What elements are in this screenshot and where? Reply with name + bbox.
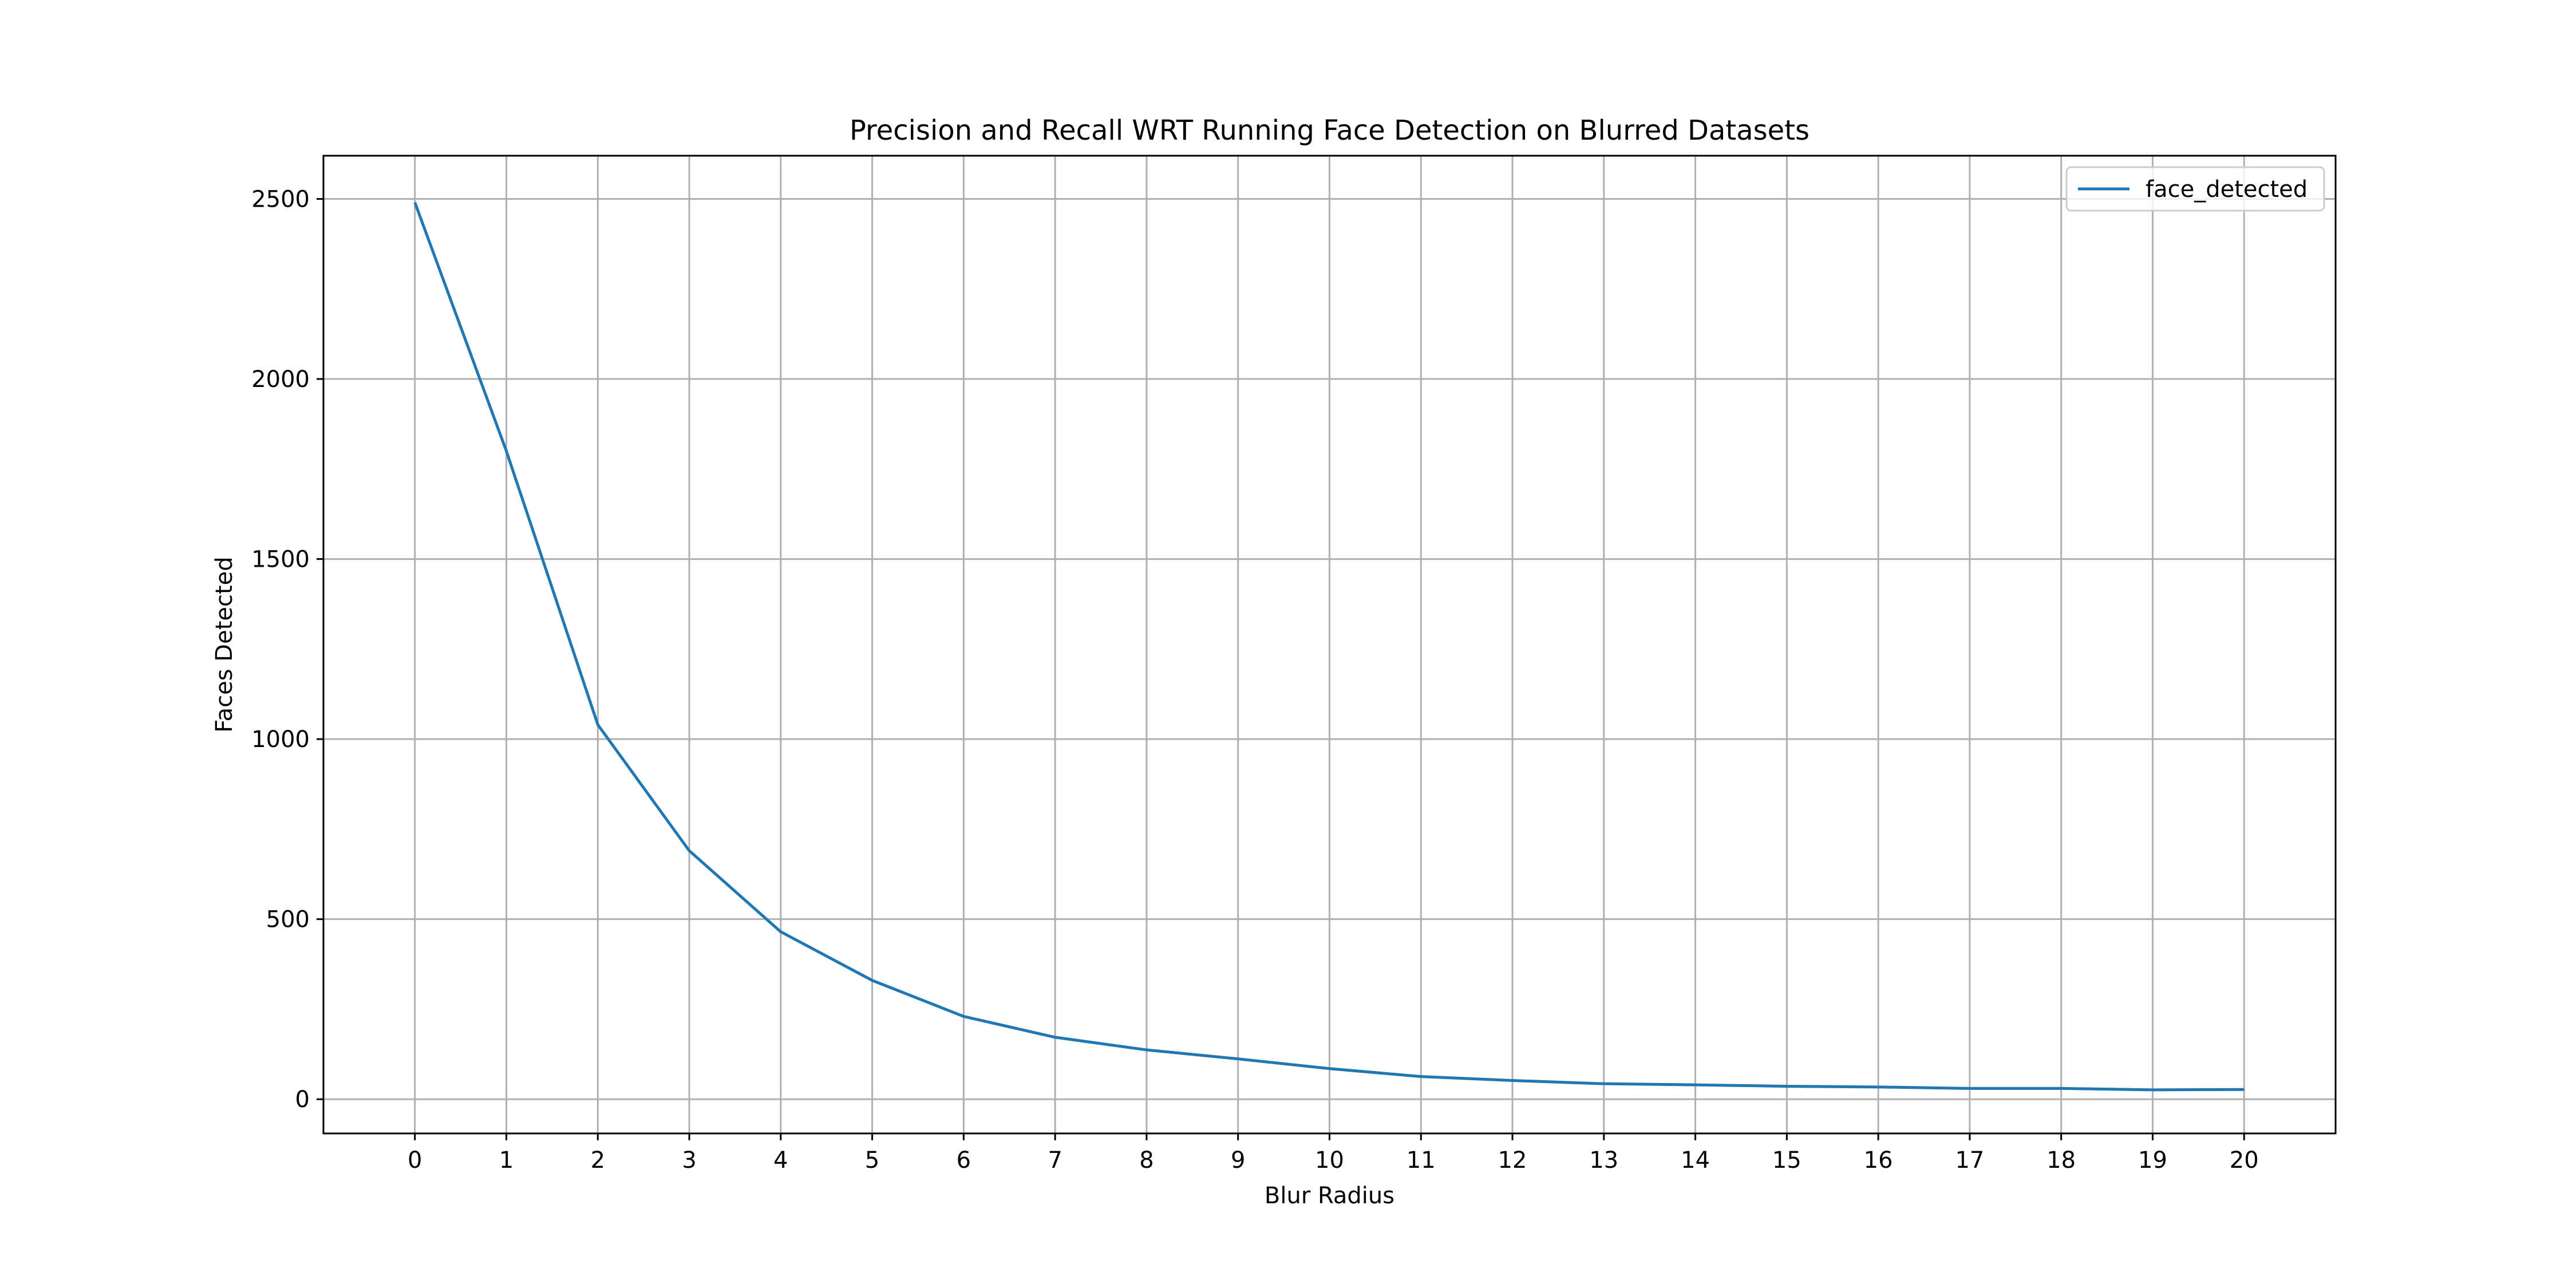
x-tick-label: 8 (1139, 1147, 1153, 1174)
y-tick-label: 2500 (251, 186, 310, 212)
x-tick-label: 19 (2138, 1147, 2167, 1174)
x-tick-label: 7 (1048, 1147, 1062, 1174)
x-tick-label: 6 (957, 1147, 971, 1174)
y-tick-label: 0 (295, 1086, 310, 1113)
x-tick-label: 16 (1864, 1147, 1893, 1174)
series-lines (413, 202, 2245, 1092)
x-tick-label: 4 (773, 1147, 788, 1174)
legend-box (2065, 166, 2325, 212)
x-tick-label: 15 (1772, 1147, 1801, 1174)
y-tick-label: 1000 (251, 726, 310, 753)
x-tick-label: 2 (591, 1147, 605, 1174)
y-tick-label: 1500 (251, 547, 310, 573)
x-axis-ticks: 0 1 2 3 4 5 6 7 8 9 10 11 12 13 14 15 16 17 18 19 20 (408, 1133, 2259, 1174)
chart-title: Precision and Recall WRT Running Face De… (850, 114, 1809, 147)
y-axis-title: Faces Detected (211, 556, 238, 732)
grid-lines (323, 156, 2336, 1133)
y-tick-label: 2000 (251, 366, 310, 393)
legend-label: face_detected (2146, 176, 2308, 203)
x-tick-label: 18 (2046, 1147, 2076, 1174)
x-tick-label: 20 (2230, 1147, 2259, 1174)
x-tick-label: 5 (865, 1147, 879, 1174)
x-tick-label: 1 (499, 1147, 513, 1174)
legend: face_detected (2065, 166, 2325, 212)
x-tick-label: 0 (408, 1147, 422, 1174)
x-tick-label: 14 (1681, 1147, 1710, 1174)
x-tick-label: 11 (1406, 1147, 1436, 1174)
x-tick-label: 9 (1231, 1147, 1245, 1174)
y-axis-ticks: 0 500 1000 1500 2000 2500 (251, 186, 323, 1113)
x-tick-label: 3 (682, 1147, 696, 1174)
x-tick-label: 13 (1589, 1147, 1618, 1174)
x-axis-title: Blur Radius (1265, 1183, 1394, 1209)
x-tick-label: 17 (1955, 1147, 1984, 1174)
x-tick-label: 10 (1315, 1147, 1344, 1174)
y-tick-label: 500 (266, 907, 310, 933)
x-tick-label: 12 (1498, 1147, 1527, 1174)
